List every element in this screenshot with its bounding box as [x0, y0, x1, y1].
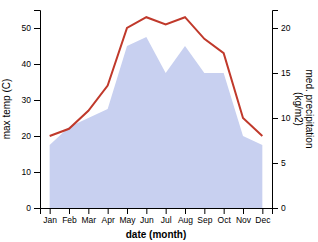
tick-label: 0 [26, 203, 31, 213]
tick-mark [127, 208, 128, 214]
axis-line [41, 209, 273, 215]
tick-mark [204, 208, 205, 214]
tick-label: Jan [43, 215, 57, 225]
tick: 20 [22, 131, 40, 141]
tick: 10 [22, 167, 40, 177]
tick-mark [272, 118, 278, 119]
tick-label: Dec [255, 215, 271, 225]
tick: May [119, 208, 136, 225]
precipitation-area [50, 37, 263, 208]
tick-label: 15 [281, 68, 291, 78]
y-axis-title: max temp (C) [1, 79, 12, 140]
tick-label: 50 [22, 23, 32, 33]
x-axis: Jan Feb Mar Apr May Jun Jul Aug Sep Oct NovDec [41, 208, 273, 225]
tick-mark [272, 208, 278, 209]
tick: Nov [236, 208, 252, 225]
tick-mark [34, 136, 40, 137]
tick-mark [224, 208, 225, 214]
chart: Jan Feb Mar Apr May Jun Jul Aug Sep Oct NovDec 0 10 2… [0, 0, 318, 242]
tick: Jun [140, 208, 154, 225]
tick-mark [34, 28, 40, 29]
tick-label: 10 [22, 167, 32, 177]
tick-label: 5 [281, 158, 286, 168]
tick: Apr [102, 208, 115, 225]
tick-label: Jul [161, 215, 172, 225]
tick: 50 [22, 23, 40, 33]
tick-label: Nov [236, 215, 252, 225]
tick-mark [272, 73, 278, 74]
tick-label: Sep [197, 215, 212, 225]
tick: 15 [272, 68, 291, 78]
tick: Sep [197, 208, 212, 225]
tick-label: Mar [82, 215, 97, 225]
tick: Oct [218, 208, 232, 225]
tick: Mar [82, 208, 97, 225]
tick: 40 [22, 59, 40, 69]
tick-label: May [119, 215, 136, 225]
tick-mark [243, 208, 244, 214]
tick-label: Jun [140, 215, 154, 225]
tick: 10 [272, 113, 291, 123]
tick-mark [262, 208, 263, 214]
tick-mark [272, 28, 278, 29]
axis-line [273, 11, 279, 209]
tick-label: Aug [178, 215, 193, 225]
tick: 30 [22, 95, 40, 105]
tick-label: Feb [62, 215, 77, 225]
y-axis: 0 10 20 30 40 50 [22, 11, 41, 214]
plot: Jan Feb Mar Apr May Jun Jul Aug Sep Oct NovDec 0 10 2… [1, 11, 315, 241]
tick-label: 20 [281, 23, 291, 33]
tick-mark [34, 172, 40, 173]
tick-label: 40 [22, 59, 32, 69]
tick: 0 [272, 203, 286, 213]
tick-mark [185, 208, 186, 214]
tick-label: Apr [102, 215, 115, 225]
tick-mark [88, 208, 89, 214]
x-axis-title: date (month) [126, 229, 187, 240]
temperature-line [50, 17, 263, 136]
tick-label: 20 [22, 131, 32, 141]
tick: Dec [255, 208, 271, 225]
tick-mark [146, 208, 147, 214]
tick: Aug [178, 208, 193, 225]
tick-label: 0 [281, 203, 286, 213]
tick-label: Oct [218, 215, 232, 225]
tick-mark [34, 208, 40, 209]
tick-mark [108, 208, 109, 214]
tick-mark [272, 163, 278, 164]
axis-line [34, 11, 41, 209]
tick-label: 30 [22, 95, 32, 105]
tick-mark [166, 208, 167, 214]
y2-axis-title: med. precipitation(kg/m2) [293, 70, 316, 149]
tick: 5 [272, 158, 286, 168]
tick: Jul [161, 208, 172, 225]
tick-mark [34, 64, 40, 65]
tick: 20 [272, 23, 291, 33]
tick: 0 [26, 203, 40, 213]
tick-mark [50, 208, 51, 214]
tick: Jan [43, 208, 57, 225]
tick-mark [34, 100, 40, 101]
marks [50, 17, 263, 208]
tick-label: 10 [281, 113, 291, 123]
tick: Feb [62, 208, 77, 225]
y2-axis: 0 5 10 15 20 [272, 11, 291, 214]
tick-mark [69, 208, 70, 214]
